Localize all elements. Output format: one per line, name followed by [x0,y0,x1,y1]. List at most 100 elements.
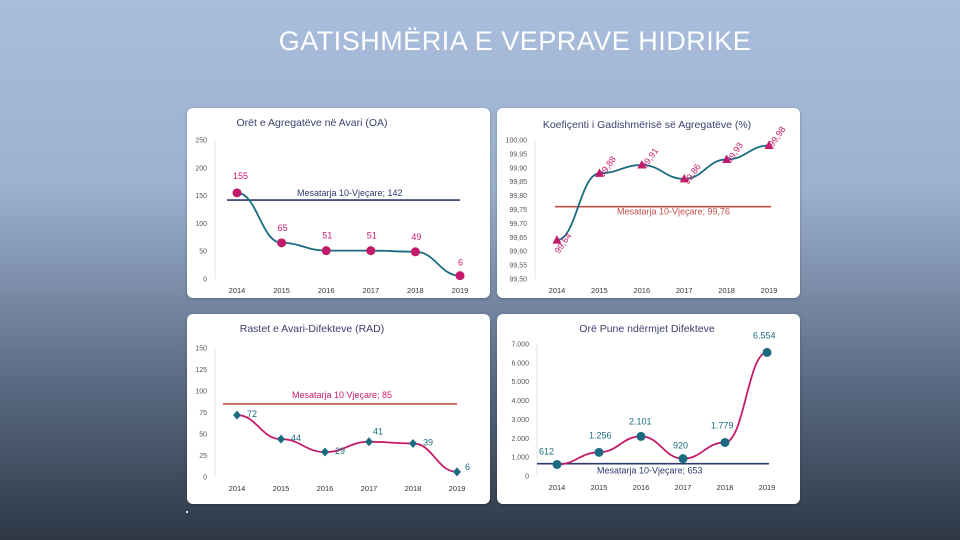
data-label: 6 [458,258,463,268]
x-tick-label: 2018 [405,484,422,493]
average-label: Mesatarja 10 Vjeçare; 85 [292,390,392,400]
y-tick-label: 75 [199,410,207,417]
data-label: 72 [247,409,257,419]
y-tick-label: 100,00 [506,138,528,145]
y-tick-label: 4.000 [511,398,529,405]
data-label: 99,88 [597,154,618,178]
data-label: 99,91 [639,146,660,170]
chart-panel-rad: Rastet e Avari-Difekteve (RAD) 0 25 50 75 100… [187,314,490,504]
data-point-0 [233,410,241,420]
chart-title: Rastet e Avari-Difekteve (RAD) [240,323,385,335]
y-tick-label: 99,50 [509,277,527,284]
y-tick-label: 25 [199,453,207,460]
x-tick-label: 2015 [273,286,290,295]
data-label: 1.779 [711,420,734,430]
chart-title: Koefiçenti i Gadishmërisë së Agregatëve … [543,119,751,131]
series-line [236,414,458,473]
y-tick-label: 99,70 [509,221,527,228]
data-label: 51 [322,231,332,241]
y-tick-label: 50 [199,249,207,256]
data-label: 41 [373,427,383,437]
data-point-1 [277,434,285,444]
y-tick-label: 200 [195,165,207,172]
series-line [236,191,461,277]
chart-svg: Orët e Agregatëve në Avari (OA) 0 50 100 150… [195,117,469,295]
chart-svg: Rastet e Avari-Difekteve (RAD) 0 25 50 75 100… [195,323,470,493]
data-point-2 [636,431,646,441]
y-tick-label: 250 [195,138,207,145]
data-point-2 [321,447,329,457]
y-tick-label: 99,90 [509,165,527,172]
data-point-1 [594,168,604,177]
series-line [556,144,770,241]
average-label: Mesatarja 10-Vjeçare; 142 [297,188,403,198]
y-tick-label: 150 [195,346,207,353]
data-label: 65 [278,223,288,233]
x-tick-label: 2018 [717,483,734,492]
y-tick-label: 99,80 [509,193,527,200]
x-tick-label: 2014 [549,286,566,295]
x-tick-label: 2016 [633,286,650,295]
y-tick-label: 99,95 [509,151,527,158]
y-tick-label: 100 [195,389,207,396]
chart-panel-oa: Orët e Agregatëve në Avari (OA) 0 50 100 150… [187,108,490,298]
y-tick-label: 0 [203,277,207,284]
x-tick-label: 2017 [362,286,379,295]
data-label: 920 [673,441,688,451]
data-label: 49 [411,232,421,242]
y-tick-label: 150 [195,193,207,200]
x-tick-label: 2014 [549,483,566,492]
chart-title: Orët e Agregatëve në Avari (OA) [237,117,388,129]
data-point-0 [552,459,562,469]
y-tick-label: 0 [203,475,207,482]
x-tick-label: 2014 [229,484,246,493]
y-tick-label: 0 [525,474,529,481]
data-label: 1.256 [589,430,612,440]
chart-svg: Koefiçenti i Gadishmërisë së Agregatëve … [506,119,788,295]
chart-svg: Orë Pune ndërmjet Difekteve 0 1.000 2.000 3.… [511,323,776,492]
y-tick-label: 99,65 [509,235,527,242]
data-point-4 [720,437,730,447]
x-tick-label: 2015 [591,483,608,492]
data-point-3 [366,246,376,256]
series-line [556,351,768,466]
x-tick-label: 2019 [761,286,778,295]
data-point-3 [365,437,373,447]
x-tick-label: 2017 [675,483,692,492]
data-point-5 [453,467,461,477]
data-point-1 [277,238,287,248]
x-tick-label: 2016 [633,483,650,492]
x-tick-label: 2019 [449,484,466,493]
data-label: 6 [465,462,470,472]
data-label: 99,98 [766,125,787,149]
data-point-4 [410,247,420,257]
data-point-5 [455,271,465,281]
x-tick-label: 2018 [718,286,735,295]
x-tick-label: 2015 [591,286,608,295]
y-tick-label: 1.000 [511,455,529,462]
average-label: Mesatarja 10-Vjeçare; 653 [597,466,703,476]
data-point-3 [678,454,688,464]
data-point-2 [321,246,331,256]
chart-panel-ore-pune: Orë Pune ndërmjet Difekteve 0 1.000 2.000 3.… [497,314,800,504]
data-point-5 [762,347,772,357]
average-label: Mesatarja 10-Vjeçare; 99,76 [617,207,730,217]
data-label: 612 [539,446,554,456]
data-point-0 [232,188,242,198]
y-tick-label: 3.000 [511,417,529,424]
x-tick-label: 2019 [452,286,469,295]
data-label: 6.554 [753,330,776,340]
data-point-4 [722,154,732,163]
stray-dot [186,511,188,513]
data-label: 39 [423,437,433,447]
data-point-1 [594,447,604,457]
y-tick-label: 100 [195,221,207,228]
y-tick-label: 99,75 [509,207,527,214]
page-title: GATISHMËRIA E VEPRAVE HIDRIKE [278,26,752,56]
x-tick-label: 2017 [676,286,693,295]
data-point-2 [637,160,647,169]
y-tick-label: 6.000 [511,360,529,367]
x-tick-label: 2016 [318,286,335,295]
data-label: 51 [367,231,377,241]
data-label: 155 [233,171,248,181]
